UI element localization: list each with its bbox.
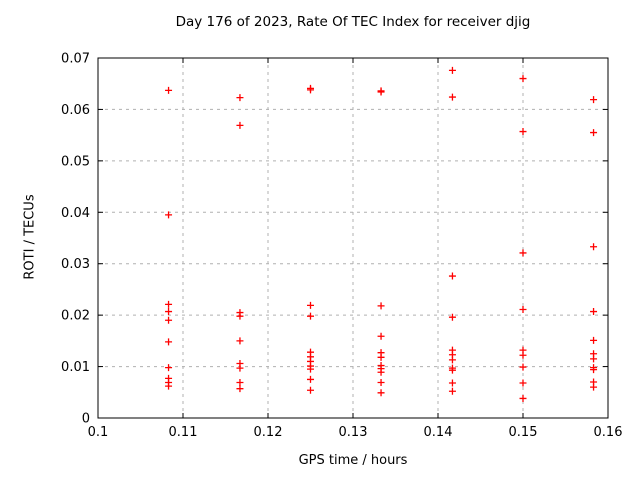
data-point: [307, 386, 314, 394]
data-point: [519, 249, 527, 257]
data-point: [377, 368, 385, 376]
y-tick-label: 0.05: [61, 154, 90, 169]
y-tick-label: 0.03: [61, 257, 90, 272]
data-point: [590, 129, 598, 137]
data-point: [307, 86, 314, 94]
data-point: [307, 301, 314, 309]
data-point: [377, 302, 385, 310]
data-point: [448, 366, 456, 374]
x-axis-label: GPS time / hours: [298, 453, 408, 468]
data-point: [165, 364, 173, 372]
data-point: [165, 308, 173, 316]
data-point: [519, 394, 527, 402]
data-point: [590, 243, 598, 251]
data-point: [519, 363, 527, 371]
x-tick-label: 0.15: [509, 425, 538, 440]
data-point: [377, 88, 385, 96]
y-tick-label: 0.06: [61, 103, 90, 118]
data-point: [377, 353, 385, 361]
data-point: [590, 308, 598, 316]
data-point: [236, 385, 244, 393]
data-point: [236, 312, 244, 320]
chart-title: Day 176 of 2023, Rate Of TEC Index for r…: [175, 14, 531, 30]
data-point: [448, 272, 456, 280]
x-tick-label: 0.1: [88, 425, 109, 440]
data-point: [236, 121, 244, 129]
data-point: [165, 316, 173, 324]
data-point: [165, 211, 173, 219]
data-point: [519, 305, 527, 313]
plot-border: [97, 57, 609, 419]
x-tick-label: 0.13: [339, 425, 368, 440]
data-point: [448, 93, 456, 101]
data-point: [307, 365, 314, 373]
data-point: [307, 312, 314, 320]
x-tick-label: 0.12: [254, 425, 283, 440]
data-point: [590, 383, 598, 391]
data-point: [519, 128, 527, 136]
data-point: [165, 86, 173, 94]
data-point: [236, 94, 244, 102]
data-point: [590, 336, 598, 344]
data-point: [165, 382, 173, 390]
data-point: [236, 364, 244, 372]
data-point: [377, 332, 385, 340]
x-tick-label: 0.14: [424, 425, 453, 440]
data-point: [519, 351, 527, 359]
data-point: [165, 338, 173, 346]
data-point: [377, 389, 385, 397]
data-point: [519, 379, 527, 387]
data-point: [165, 300, 173, 308]
y-tick-label: 0: [82, 412, 90, 427]
data-point: [590, 366, 598, 374]
y-tick-label: 0.07: [61, 52, 90, 67]
data-point: [519, 75, 527, 83]
x-tick-label: 0.16: [594, 425, 623, 440]
x-tick-label: 0.11: [169, 425, 198, 440]
y-tick-label: 0.02: [61, 309, 90, 324]
data-point: [307, 375, 314, 383]
data-point: [448, 66, 456, 74]
data-point: [448, 356, 456, 364]
data-point: [377, 379, 385, 387]
y-tick-label: 0.01: [61, 360, 90, 375]
data-point: [236, 337, 244, 345]
data-point: [448, 379, 456, 387]
data-point: [448, 313, 456, 321]
y-tick-label: 0.04: [61, 206, 90, 221]
data-point: [590, 96, 598, 104]
data-point: [590, 355, 598, 363]
data-point: [236, 379, 244, 387]
data-point: [448, 387, 456, 395]
